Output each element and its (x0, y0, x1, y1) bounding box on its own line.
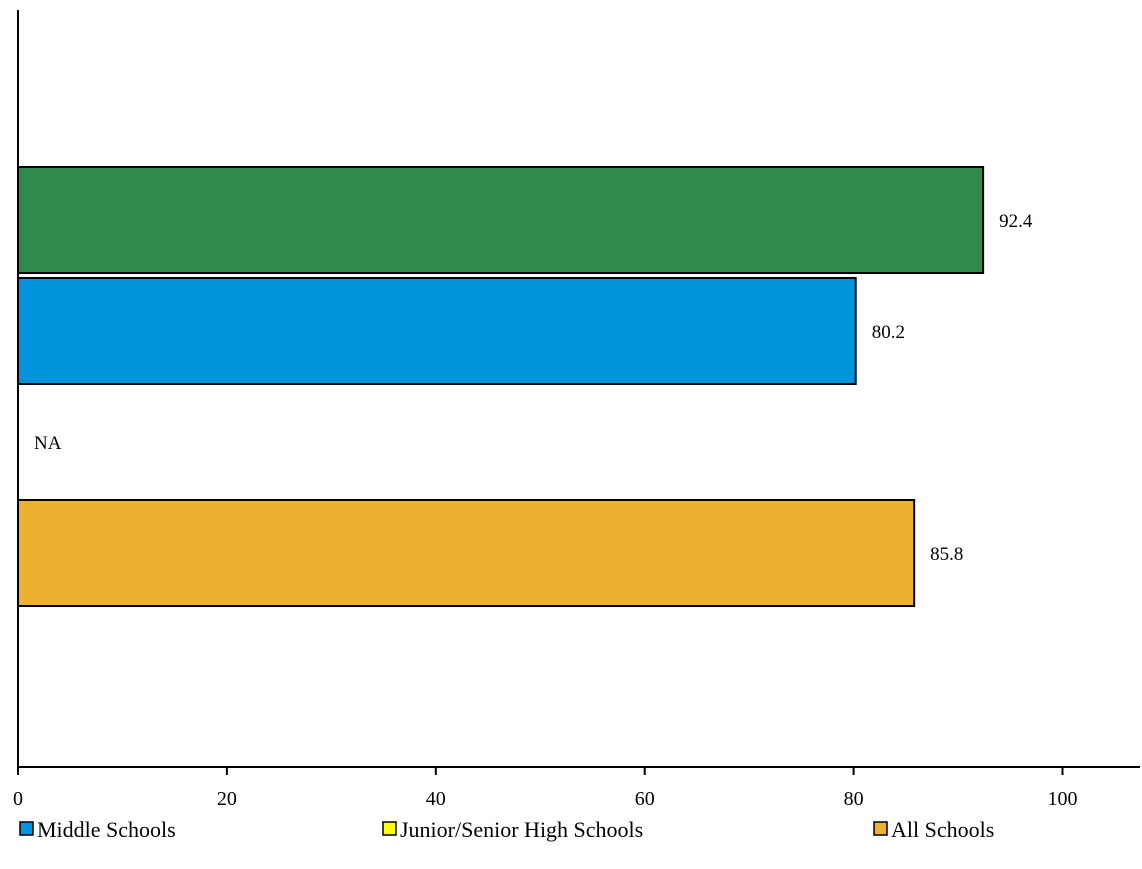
legend: Middle Schools Junior/Senior High Schools… (19, 817, 994, 842)
legend-swatch-2 (873, 821, 888, 836)
x-tick-label-0: 0 (13, 788, 23, 810)
legend-swatch-1 (382, 821, 397, 836)
x-axis-ticks: 0 20 40 60 80 100 (13, 767, 1078, 810)
x-tick-label-2: 40 (426, 788, 446, 810)
legend-label-0: Middle Schools (37, 817, 176, 842)
axes-group (17, 10, 1140, 768)
x-tick-label-4: 80 (844, 788, 864, 810)
bars-group (17, 166, 985, 607)
bar-1 (17, 277, 857, 385)
x-tick-label-5: 100 (1048, 788, 1078, 810)
legend-label-2: All Schools (891, 817, 994, 842)
value-label-0: 92.4 (999, 211, 1033, 232)
value-label-2: NA (34, 433, 62, 454)
legend-label-1: Junior/Senior High Schools (400, 817, 643, 842)
value-labels-group: 92.4 80.2 NA 85.8 (34, 211, 1033, 565)
bar-3 (17, 499, 916, 607)
bar-0 (17, 166, 985, 274)
legend-swatch-0 (19, 821, 34, 836)
x-tick-label-1: 20 (217, 788, 237, 810)
value-label-1: 80.2 (872, 322, 905, 343)
x-tick-label-3: 60 (635, 788, 655, 810)
value-label-3: 85.8 (930, 544, 963, 565)
